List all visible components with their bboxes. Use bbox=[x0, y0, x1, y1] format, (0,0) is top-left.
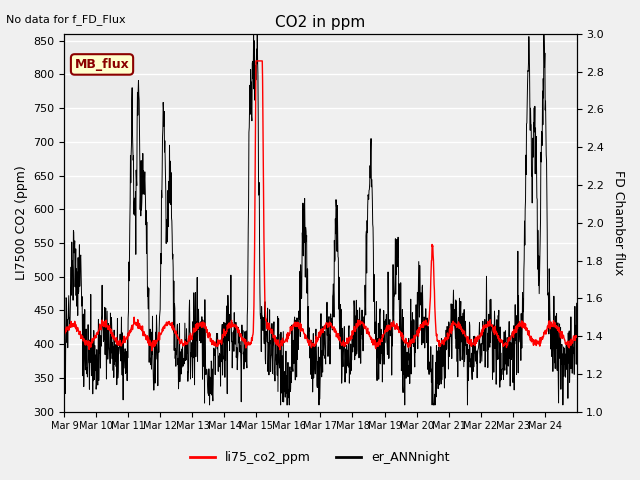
er_ANNnight bbox=[61, 324, 68, 330]
Line: li75_co2_ppm: li75_co2_ppm bbox=[65, 61, 577, 351]
li75_co2_ppm bbox=[298, 326, 305, 332]
er_ANNnight bbox=[442, 341, 449, 347]
li75_co2_ppm bbox=[141, 333, 148, 339]
Line: er_ANNnight: er_ANNnight bbox=[65, 34, 577, 405]
er_ANNnight bbox=[205, 402, 213, 408]
er_ANNnight bbox=[516, 321, 524, 326]
er_ANNnight bbox=[253, 31, 261, 37]
er_ANNnight bbox=[567, 366, 575, 372]
Title: CO2 in ppm: CO2 in ppm bbox=[275, 15, 365, 30]
li75_co2_ppm bbox=[567, 339, 575, 345]
Y-axis label: FD Chamber flux: FD Chamber flux bbox=[612, 170, 625, 276]
li75_co2_ppm bbox=[252, 58, 260, 64]
Legend: li75_co2_ppm, er_ANNnight: li75_co2_ppm, er_ANNnight bbox=[186, 446, 454, 469]
li75_co2_ppm bbox=[61, 330, 68, 336]
Bar bbox=[65, 34, 577, 108]
Y-axis label: LI7500 CO2 (ppm): LI7500 CO2 (ppm) bbox=[15, 166, 28, 280]
Text: MB_flux: MB_flux bbox=[75, 58, 129, 71]
er_ANNnight bbox=[298, 295, 305, 300]
li75_co2_ppm bbox=[442, 337, 449, 343]
Text: No data for f_FD_Flux: No data for f_FD_Flux bbox=[6, 14, 126, 25]
li75_co2_ppm bbox=[573, 335, 580, 340]
li75_co2_ppm bbox=[307, 345, 315, 350]
er_ANNnight bbox=[141, 178, 148, 183]
er_ANNnight bbox=[573, 300, 580, 306]
li75_co2_ppm bbox=[516, 323, 524, 329]
er_ANNnight bbox=[307, 337, 315, 343]
li75_co2_ppm bbox=[148, 348, 156, 354]
